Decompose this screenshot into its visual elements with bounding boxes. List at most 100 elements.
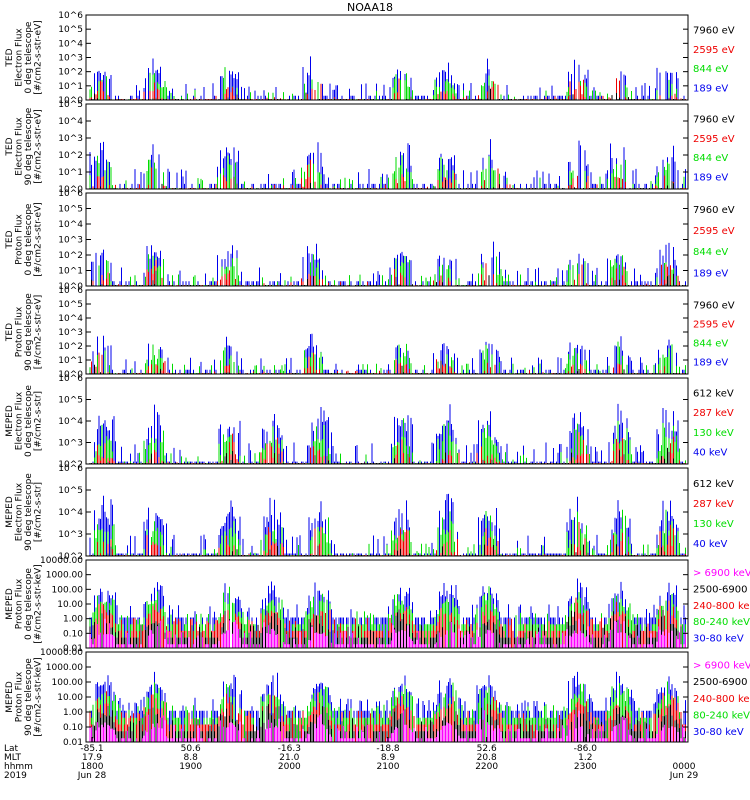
y-label-line: MEPED bbox=[5, 405, 15, 437]
y-tick-label: 10^5 bbox=[58, 100, 83, 110]
x-tick-label-hhmm: 2300 bbox=[574, 762, 597, 772]
x-tick-label-lat: 50.6 bbox=[181, 744, 201, 754]
y-label-line: [#/cm2-s-str-keV] bbox=[34, 564, 44, 643]
y-axis-label: TED Electron Flux 90 deg telescope [#/cm2-s… bbox=[5, 107, 44, 185]
legend-entry: 189 eV bbox=[693, 268, 728, 279]
x-tick-label-hhmm: 1900 bbox=[179, 762, 202, 772]
panel-8: 10000.00 1000.00 100.00 10.00 1.00 0.10 0.01 ME… bbox=[5, 648, 750, 748]
y-axis-label: TED Proton Flux 0 deg telescope [#/cm2-s-st… bbox=[5, 202, 44, 277]
y-tick-label: 1000.00 bbox=[46, 663, 83, 673]
y-label-line: [#/cm2-s-str-eV] bbox=[34, 202, 44, 277]
legend-entry: 844 eV bbox=[693, 339, 728, 350]
y-tick-label: 10^2 bbox=[58, 151, 83, 161]
series-red bbox=[91, 352, 686, 374]
legend-entry: 612 keV bbox=[693, 389, 734, 400]
y-axis-label: TED Proton Flux 90 deg telescope [#/cm2-s-s… bbox=[5, 293, 44, 371]
y-label-line: TED bbox=[5, 48, 15, 67]
y-tick-label: 10^3 bbox=[58, 439, 83, 449]
x-tick-label-mlt: 20.8 bbox=[477, 753, 497, 763]
x-row-label: 2019 bbox=[4, 771, 27, 781]
panel-frame bbox=[85, 103, 689, 190]
legend-entry: 30-80 keV bbox=[693, 633, 744, 644]
y-label-line: 0 deg telescope bbox=[24, 568, 34, 640]
y-label-line: 0 deg telescope bbox=[24, 21, 34, 93]
y-label-line: Proton Flux bbox=[15, 578, 25, 629]
series-green bbox=[89, 586, 686, 648]
y-tick-label: 10^5 bbox=[58, 205, 83, 215]
y-tick-label: 10^3 bbox=[58, 134, 83, 144]
legend-entry: > 6900 keV bbox=[693, 568, 750, 579]
y-tick-label: 10.00 bbox=[57, 600, 83, 610]
legend-entry: 844 eV bbox=[693, 64, 728, 75]
y-label-line: [#/cm2-s-str-keV] bbox=[34, 657, 44, 736]
x-tick-label-hhmm: 1800 bbox=[81, 762, 104, 772]
legend-entry: 240-800 ke bbox=[693, 601, 750, 612]
y-tick-label: 1000.00 bbox=[46, 571, 83, 581]
panel-7: 10000.00 1000.00 100.00 10.00 1.00 0.10 0.01 ME… bbox=[5, 556, 750, 654]
x-tick-label-lat: -85.1 bbox=[80, 744, 103, 754]
y-tick-label: 1.00 bbox=[63, 615, 83, 625]
y-tick-label: 10^0 bbox=[58, 370, 83, 380]
y-tick-label: 10^1 bbox=[58, 168, 83, 178]
y-axis-label: MEPED Electron Flux 0 deg telescope [#/cm2-… bbox=[5, 385, 44, 457]
y-label-line: [#/cm2-s-str-eV] bbox=[34, 295, 44, 370]
y-tick-label: 10^2 bbox=[58, 460, 83, 470]
legend-entry: 40 keV bbox=[693, 447, 727, 458]
y-tick-label: 10^6 bbox=[58, 11, 83, 21]
plot-title: NOAA18 bbox=[347, 1, 393, 14]
y-tick-label: 10^3 bbox=[58, 236, 83, 246]
panel-frame bbox=[85, 192, 689, 287]
y-tick-label: 10^2 bbox=[58, 68, 83, 78]
panel-6: 10^2 10^3 10^4 10^5 10^6 MEPED Electron Flux 90… bbox=[5, 464, 734, 562]
y-label-line: MEPED bbox=[5, 588, 15, 620]
x-tick-label-date: Jun 29 bbox=[669, 771, 699, 781]
panel-5-traces bbox=[89, 403, 686, 464]
series-black bbox=[89, 609, 686, 648]
x-tick-label-lat: -16.3 bbox=[278, 744, 301, 754]
series-black bbox=[89, 544, 686, 556]
x-tick-label-hhmm: 2100 bbox=[377, 762, 400, 772]
legend-entry: 189 eV bbox=[693, 83, 728, 94]
x-row-label: Lat bbox=[4, 744, 19, 754]
panel-4-traces bbox=[89, 333, 686, 374]
y-label-line: [#/cm2-s-str] bbox=[34, 482, 44, 542]
y-tick-label: 10^0 bbox=[58, 282, 83, 292]
y-tick-label: 10^1 bbox=[58, 82, 83, 92]
series-green bbox=[89, 341, 686, 374]
y-tick-label: 10^4 bbox=[58, 117, 83, 127]
y-axis-label: TED Electron Flux 0 deg telescope [#/cm2-s-… bbox=[5, 20, 44, 95]
y-tick-label: 0.10 bbox=[63, 629, 83, 639]
y-tick-label: 100.00 bbox=[52, 678, 84, 688]
y-label-line: 90 deg telescope bbox=[24, 658, 34, 736]
legend-entry: 240-800 ke bbox=[693, 694, 750, 705]
y-tick-label: 10^0 bbox=[58, 185, 83, 195]
y-label-line: Electron Flux bbox=[15, 117, 25, 176]
panel-frame bbox=[85, 377, 689, 465]
series-magenta bbox=[89, 616, 686, 648]
y-label-line: MEPED bbox=[5, 496, 15, 528]
panel-6-traces bbox=[89, 493, 686, 556]
x-row-label: MLT bbox=[4, 753, 22, 763]
y-label-line: [#/cm2-s-str] bbox=[34, 391, 44, 451]
y-label-line: TED bbox=[5, 323, 15, 342]
y-label-line: TED bbox=[5, 230, 15, 249]
x-row-label: hhmm bbox=[4, 762, 33, 772]
y-tick-label: 0.01 bbox=[63, 738, 83, 748]
panel-4: 10^0 10^1 10^2 10^3 10^4 10^5 10^6 TED Proton Fl… bbox=[5, 286, 735, 380]
legend-entry: 130 keV bbox=[693, 519, 734, 530]
y-tick-label: 10^1 bbox=[58, 356, 83, 366]
legend-entry: 287 keV bbox=[693, 408, 734, 419]
series-blue bbox=[92, 403, 686, 464]
panel-frame bbox=[85, 467, 689, 557]
y-label-line: Electron Flux bbox=[15, 391, 25, 450]
x-tick-label-mlt: 21.0 bbox=[279, 753, 299, 763]
y-tick-label: 0.10 bbox=[63, 723, 83, 733]
series-magenta bbox=[89, 710, 686, 742]
legend-entry: > 6900 keV bbox=[693, 661, 750, 672]
legend-entry: 7960 eV bbox=[693, 25, 735, 36]
y-label-line: 0 deg telescope bbox=[24, 203, 34, 275]
y-tick-label: 10^4 bbox=[58, 417, 83, 427]
y-tick-label: 10^2 bbox=[58, 342, 83, 352]
